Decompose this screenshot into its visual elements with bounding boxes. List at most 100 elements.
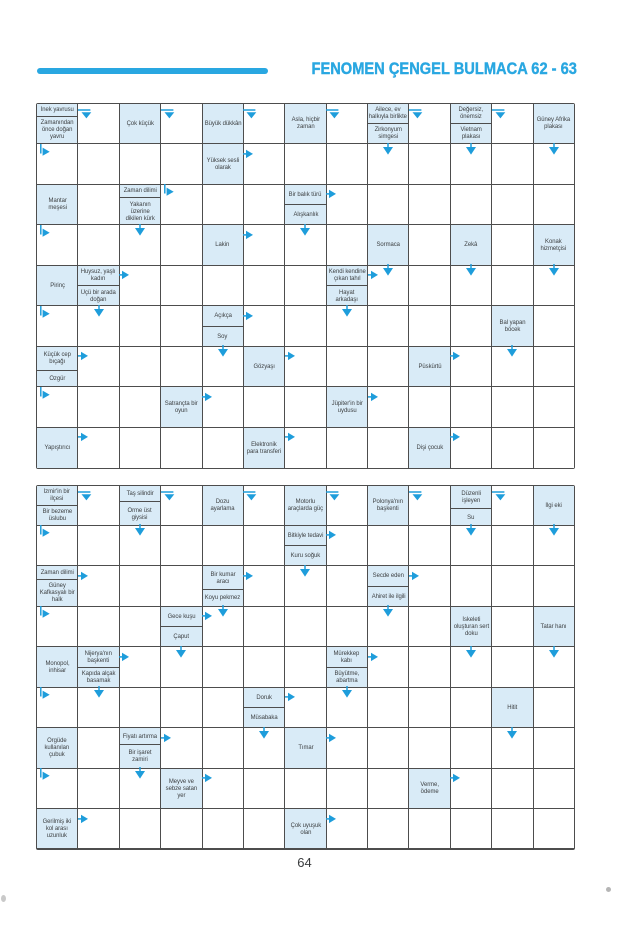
bottom-clue-cell-r1c3: Taş silindir Örme üst giysisi	[119, 485, 161, 525]
arrow-down-icon	[298, 223, 312, 243]
arrow-left-bend-down-icon	[243, 488, 259, 509]
top-cell-r9c11	[450, 427, 492, 468]
top-clue-cell-r4c13: Konak hizmetçisi	[533, 225, 574, 265]
bottom-cell-r9c5	[202, 809, 243, 849]
top-cell-r4c10	[409, 225, 450, 265]
arrow-right-icon	[77, 810, 90, 833]
bottom-cell-r7c12	[492, 726, 533, 768]
clue-text: Polonya'nın başkenti	[373, 498, 404, 513]
top-cell-r8c2	[78, 387, 119, 427]
bottom-cell-r5c4	[161, 645, 202, 687]
arrow-right-icon	[408, 567, 421, 590]
arrow-right-icon	[77, 347, 90, 370]
bottom-cell-r9c12	[492, 809, 533, 849]
arrow-down-icon	[505, 726, 519, 746]
arrow-right-icon	[284, 428, 297, 451]
arrow-down-icon	[216, 345, 230, 364]
top-cell-r6c11	[450, 306, 492, 346]
bottom-cell-r5c3	[119, 647, 161, 687]
top-cell-r3c2	[78, 184, 119, 225]
clue-text: Bir işaret zamiri	[128, 749, 152, 764]
bottom-cell-r3c7	[285, 564, 326, 606]
bottom-cell-r1c2	[77, 485, 119, 525]
bottom-clue-cell-r3c1: Zaman dilimi Güney Kafkasyalı bir halk	[37, 566, 78, 606]
clue-text: Kendi kendine çıkan tahıl	[328, 268, 366, 283]
clue-text: Soy	[217, 332, 228, 340]
bottom-cell-r4c3	[119, 606, 161, 647]
top-cell-r2c12	[492, 144, 533, 184]
top-cell-r6c8	[326, 304, 368, 346]
clue-text: Su	[467, 513, 475, 521]
bottom-cell-r6c3	[119, 687, 161, 728]
arrow-down-icon	[92, 686, 106, 705]
bottom-cell-r2c6	[243, 525, 285, 566]
top-cell-r9c9	[368, 427, 409, 468]
bottom-cell-r4c8	[326, 606, 368, 647]
top-cell-r2c8	[326, 144, 368, 184]
top-clue-cell-r5c8: Kendi kendine çıkan tahıl Hayat arkadaşı	[326, 265, 368, 306]
arrow-down-icon	[547, 142, 561, 162]
arrow-right-icon	[202, 769, 214, 792]
clue-text: Ahiret ile ilgili	[371, 592, 406, 600]
arrow-down-icon	[257, 726, 271, 746]
top-cell-r1c6	[243, 103, 285, 144]
top-clue-cell-r4c5: Lakin	[202, 225, 243, 265]
top-cell-r2c9	[368, 142, 409, 184]
bottom-cell-r3c13	[533, 566, 574, 606]
bottom-cell-r4c5	[202, 605, 243, 647]
top-cell-r6c3	[119, 306, 161, 346]
clue-text: Kapıda alçak basamak	[81, 670, 116, 685]
clue-text: İzmir'in bir ilçesi	[44, 488, 71, 503]
bottom-cell-r1c4	[160, 485, 202, 525]
clue-text: Büyütme, abartma	[334, 670, 360, 685]
top-cell-r1c4	[160, 103, 202, 144]
bottom-cell-r7c8	[326, 728, 368, 768]
bottom-cell-r2c9	[368, 525, 409, 566]
clue-text: Sormaca	[376, 241, 400, 249]
top-cell-r8c7	[285, 387, 326, 427]
bottom-cell-r3c11	[450, 566, 492, 606]
bottom-cell-r6c11	[450, 687, 492, 728]
top-cell-r4c1	[37, 224, 78, 265]
bottom-cell-r5c7	[285, 647, 326, 687]
top-clue-cell-r5c1: Pirinç	[37, 265, 78, 306]
top-cell-r7c7	[284, 346, 326, 387]
arrow-left-bend-down-icon	[243, 106, 259, 127]
top-cell-r9c3	[119, 427, 161, 468]
clue-text: Açıkça	[213, 312, 232, 320]
top-cell-r6c7	[285, 306, 326, 346]
arrow-top-bend-right-icon	[38, 305, 53, 327]
bottom-cell-r8c13	[533, 768, 574, 809]
top-cell-r6c10	[409, 306, 450, 346]
top-clue-cell-r4c9: Sormaca	[368, 225, 409, 265]
bottom-cell-r1c12	[491, 485, 533, 525]
top-cell-r7c4	[161, 346, 202, 387]
top-clue-cell-r1c9: Ailece, ev halkıyla birlikte Zirkonyum si…	[368, 103, 409, 144]
arrow-down-icon	[340, 304, 354, 324]
arrow-top-bend-right-icon	[38, 143, 53, 165]
top-cell-r9c13	[533, 427, 574, 468]
top-cell-r4c4	[161, 225, 202, 265]
clue-text: Yakanın üzerine dikilen kürk	[125, 200, 155, 222]
clue-text: Hitit	[507, 703, 518, 711]
bottom-clue-cell-r9c7: Çok uyuşuk olan	[285, 809, 326, 849]
bottom-cell-r2c5	[202, 525, 243, 566]
bottom-cell-r9c6	[243, 809, 285, 849]
arrow-top-bend-right-icon	[162, 184, 177, 205]
arrow-down-icon	[547, 524, 561, 543]
bottom-clue-cell-r8c10: Verme, ödeme	[409, 768, 450, 809]
bottom-cell-r9c11	[450, 809, 492, 849]
arrow-down-icon	[547, 645, 561, 665]
arrow-left-bend-down-icon	[491, 488, 508, 509]
arrow-down-icon	[92, 304, 106, 324]
bottom-cell-r6c2	[78, 686, 119, 728]
bottom-cell-r7c6	[243, 726, 285, 768]
top-cell-r2c2	[78, 144, 119, 184]
clue-text: Özgür	[49, 375, 66, 382]
bottom-cell-r7c10	[409, 728, 450, 768]
top-cell-r8c9	[367, 387, 409, 427]
top-cell-r3c9	[368, 184, 409, 225]
top-cell-r7c2	[77, 346, 119, 387]
arrow-down-icon	[464, 142, 478, 162]
top-cell-r9c12	[492, 427, 533, 468]
